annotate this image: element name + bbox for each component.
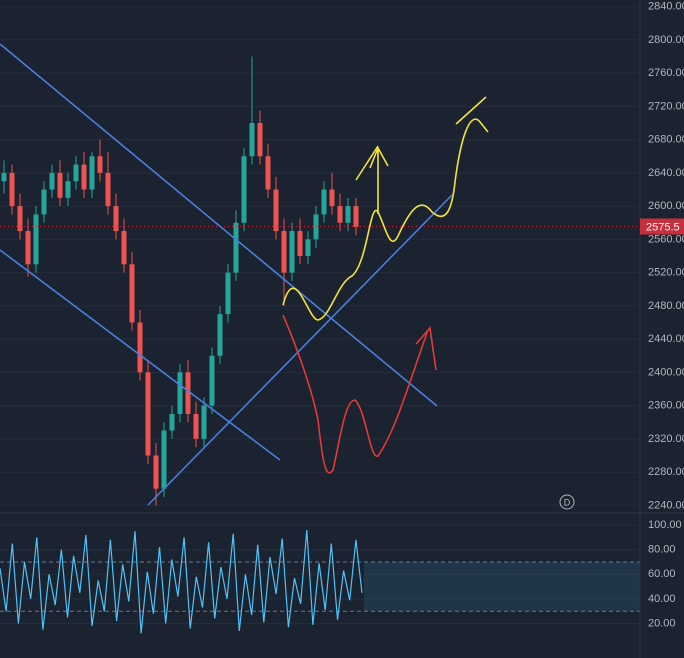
candle-body [193, 413, 199, 439]
trend-line [0, 43, 438, 407]
price-marks [0, 56, 640, 506]
candle-body [337, 206, 343, 223]
y-tick-label: 40.00 [648, 593, 676, 605]
candle-body [289, 231, 295, 273]
candle-body [81, 164, 87, 190]
candle-body [321, 189, 327, 215]
yellow-stroke [355, 96, 487, 181]
y-tick-label: 2320.00 [648, 433, 684, 445]
candle-body [233, 222, 239, 273]
candle-body [249, 123, 255, 157]
last-price-box [640, 218, 684, 235]
candle-body [33, 214, 39, 265]
candle-body [137, 322, 143, 373]
yellow-arrow [369, 146, 389, 214]
candle-body [273, 189, 279, 232]
candle-body [217, 314, 223, 356]
y-tick-label: 2440.00 [648, 333, 684, 345]
candle-body [281, 231, 287, 273]
candle-body [1, 172, 7, 182]
y-tick-label: 2600.00 [648, 200, 684, 212]
candle-body [345, 206, 351, 223]
y-tick-label: 2560.00 [648, 233, 684, 245]
candle-body [297, 231, 303, 256]
candle-body [209, 355, 215, 406]
y-tick-label: 2240.00 [648, 499, 684, 511]
candle-body [353, 206, 359, 227]
candle-body [97, 156, 103, 173]
candle-body [129, 264, 135, 323]
candle-body [265, 156, 271, 190]
y-tick-label: 2480.00 [648, 300, 684, 312]
candle-body [153, 455, 159, 489]
oscillator-line [0, 529, 363, 634]
candle-body [145, 372, 151, 456]
candle-body [177, 372, 183, 414]
marker-circle[interactable] [559, 494, 575, 510]
y-tick-label: 2280.00 [648, 466, 684, 478]
candle-body [113, 206, 119, 232]
red-arrow [415, 326, 437, 371]
y-tick-label: 2760.00 [648, 67, 684, 79]
red-path [282, 314, 429, 474]
marker-label[interactable]: D [564, 497, 571, 507]
candle-body [225, 272, 231, 315]
y-tick-label: 2400.00 [648, 366, 684, 378]
candle-body [257, 123, 263, 157]
candle-body [17, 206, 23, 232]
last-price-label: 2575.5 [646, 221, 680, 233]
y-tick-label: 80.00 [648, 544, 676, 556]
y-tick-label: 20.00 [648, 617, 676, 629]
trend-line [147, 194, 453, 506]
candle-body [57, 172, 63, 198]
drawings [0, 43, 489, 506]
candle-body [73, 164, 79, 182]
oscillator [0, 524, 640, 634]
candle-body [329, 189, 335, 207]
y-tick-label: 2720.00 [648, 100, 684, 112]
price-axis: 2840.00 2800.00 2760.00 2720.00 2680.00 2640.… [640, 1, 684, 629]
candle-body [65, 181, 71, 198]
candle-body [25, 231, 31, 265]
candle-body [161, 430, 167, 489]
candle-body [185, 372, 191, 414]
candle-body [41, 189, 47, 215]
y-tick-label: 2640.00 [648, 167, 684, 179]
y-tick-label: 100.00 [648, 519, 682, 531]
y-tick-label: 2840.00 [648, 1, 684, 13]
y-tick-label: 2520.00 [648, 267, 684, 279]
y-tick-label: 2680.00 [648, 134, 684, 146]
candle-body [89, 156, 95, 190]
trend-line [0, 249, 281, 461]
candle-body [305, 239, 311, 256]
candle-body [169, 413, 175, 431]
band-fill [364, 562, 640, 612]
candle-body [105, 172, 111, 207]
candle-body [9, 172, 15, 207]
yellow-path [282, 118, 489, 321]
y-tick-label: 2800.00 [648, 34, 684, 46]
candle-body [201, 405, 207, 439]
candle-body [49, 172, 55, 190]
candle-body [241, 156, 247, 223]
y-tick-label: 2360.00 [648, 400, 684, 412]
candle-body [121, 231, 127, 265]
y-tick-label: 60.00 [648, 568, 676, 580]
